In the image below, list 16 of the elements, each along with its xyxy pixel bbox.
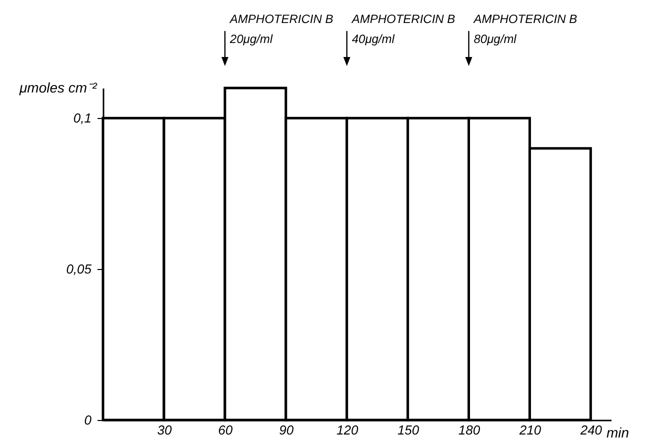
text: AMPHOTERICIN B 80μg/ml	[472, 12, 578, 46]
text: AMPHOTERICIN B 20μg/ml	[228, 12, 334, 46]
x-tick-label: 150	[397, 422, 420, 438]
y-tick-label: 0	[84, 412, 92, 428]
x-tick-label: 30	[157, 422, 172, 438]
x-axis-title: min	[606, 424, 630, 439]
x-tick-label: 120	[336, 422, 359, 438]
y-tick-label: 0,05	[66, 262, 92, 277]
y-axis-title: μmoles cm⁻²	[18, 80, 98, 96]
x-tick-label: 90	[279, 422, 294, 438]
x-tick-label: 60	[218, 422, 234, 438]
y-tick-label: 0,1	[73, 110, 92, 126]
x-tick-label: 240	[579, 422, 603, 438]
x-tick-label: 210	[518, 422, 542, 438]
text: AMPHOTERICIN B 40μg/ml	[350, 12, 456, 46]
x-tick-label: 180	[458, 422, 481, 438]
